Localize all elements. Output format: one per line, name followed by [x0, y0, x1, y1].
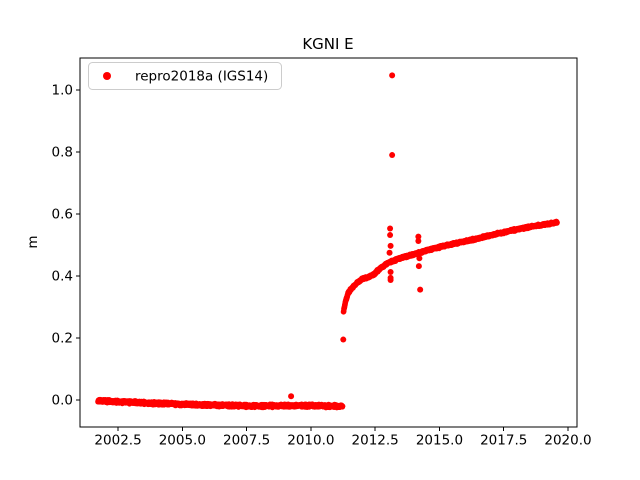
- outlier-point: [389, 72, 396, 79]
- x-tick-label: 2005.0: [159, 433, 206, 449]
- data-point: [554, 219, 560, 226]
- outlier-point: [415, 237, 422, 244]
- y-tick-label: 1.0: [52, 82, 73, 98]
- outlier-point: [386, 249, 393, 256]
- data-point: [339, 403, 346, 409]
- outlier-point: [417, 286, 424, 293]
- x-axis: 2002.5 2005.0 2007.5 2010.0 2012.5 2015.0 2017…: [94, 427, 592, 449]
- outlier-point: [415, 263, 422, 270]
- outlier-point: [387, 225, 394, 232]
- x-tick-label: 2010.0: [287, 433, 334, 449]
- y-tick-label: 0.2: [52, 331, 73, 347]
- legend: repro2018a (IGS14): [88, 62, 282, 90]
- outlier-point: [288, 393, 295, 400]
- legend-box: [88, 62, 282, 90]
- plot-area: [79, 57, 578, 428]
- chart-title: KGNI E: [302, 35, 353, 53]
- y-axis: 0.0 0.2 0.4 0.6 0.8 1.0: [52, 82, 80, 409]
- outlier-point: [389, 152, 396, 159]
- y-tick-label: 0.6: [52, 206, 73, 222]
- outlier-point: [387, 277, 394, 284]
- outlier-point: [415, 233, 422, 240]
- legend-label: repro2018a (IGS14): [135, 69, 268, 85]
- x-tick-label: 2002.5: [94, 433, 141, 449]
- x-tick-label: 2020.0: [544, 433, 591, 449]
- outlier-point: [387, 232, 394, 239]
- legend-marker-dot: [103, 72, 111, 80]
- data-points: [95, 72, 560, 411]
- outlier-point: [416, 255, 423, 262]
- outlier-point: [340, 336, 347, 343]
- outlier-point: [387, 242, 394, 249]
- series-0: [95, 72, 560, 411]
- y-tick-label: 0.0: [52, 393, 73, 409]
- x-tick-label: 2007.5: [223, 433, 270, 449]
- x-tick-label: 2012.5: [352, 433, 399, 449]
- x-tick-label: 2015.0: [416, 433, 463, 449]
- y-axis-label: m: [25, 235, 41, 248]
- y-tick-label: 0.8: [52, 144, 73, 160]
- y-tick-label: 0.4: [52, 268, 73, 284]
- outlier-point: [387, 268, 394, 275]
- x-tick-label: 2017.5: [480, 433, 527, 449]
